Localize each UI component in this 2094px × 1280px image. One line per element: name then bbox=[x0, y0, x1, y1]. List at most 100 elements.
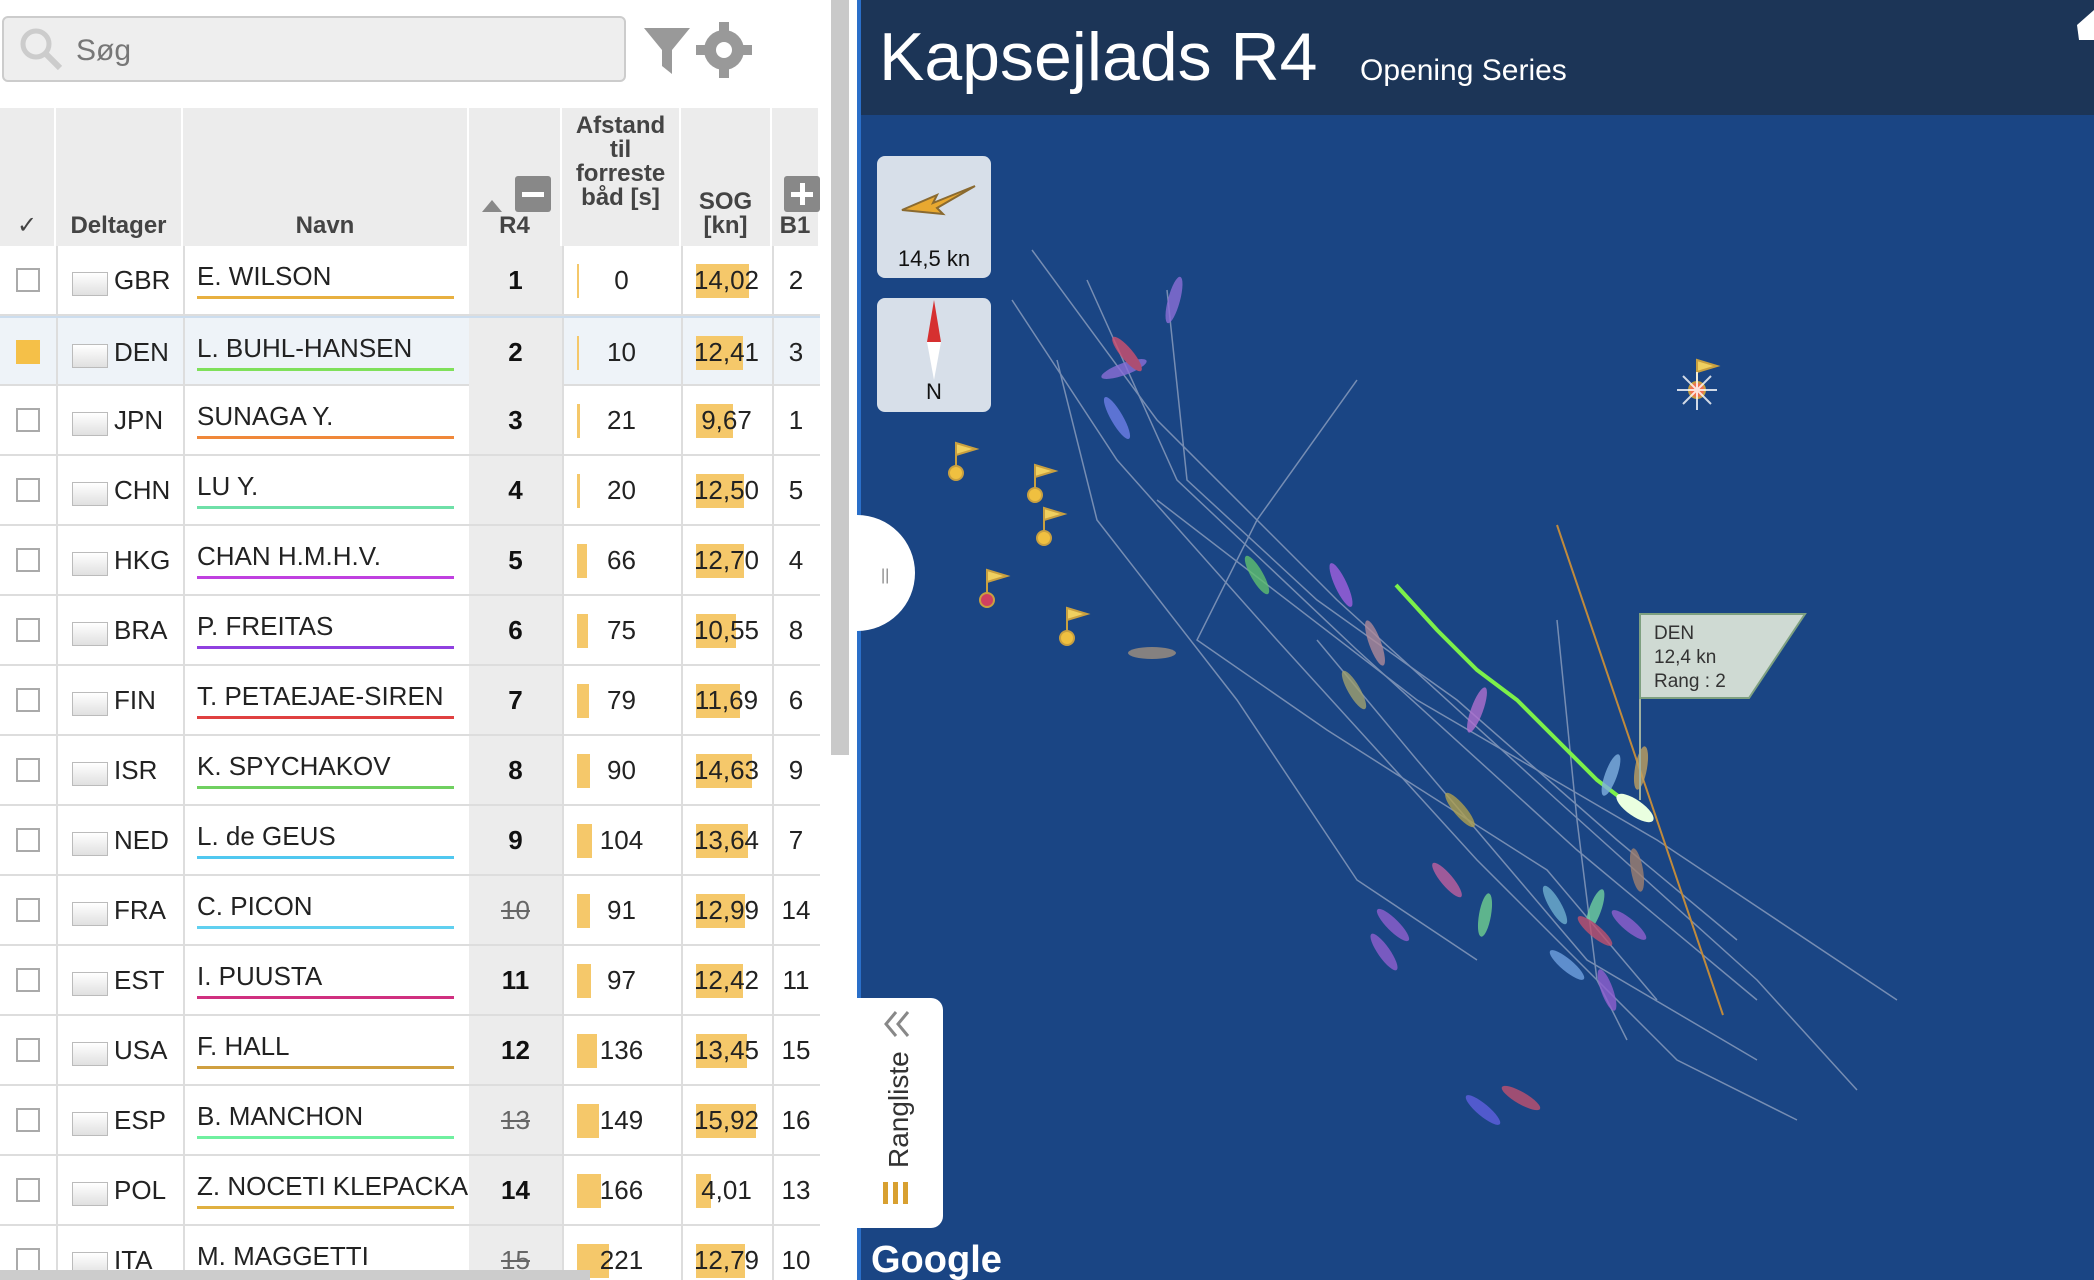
column-divider bbox=[562, 1156, 564, 1224]
h-scrollbar[interactable] bbox=[0, 1270, 590, 1280]
table-row[interactable]: ISR K. SPYCHAKOV 8 90 14,63 9 bbox=[0, 736, 820, 806]
column-divider bbox=[772, 946, 774, 1014]
scrollbar[interactable] bbox=[831, 0, 849, 755]
checkbox[interactable] bbox=[16, 478, 40, 502]
sailor-name: P. FREITAS bbox=[197, 610, 334, 641]
column-divider bbox=[183, 246, 185, 314]
search-box[interactable]: Søg bbox=[2, 16, 626, 82]
column-divider bbox=[772, 1086, 774, 1154]
sailor-color bbox=[197, 1206, 454, 1209]
table-row[interactable]: HKG CHAN H.M.H.V. 5 66 12,70 4 bbox=[0, 526, 820, 596]
table-row[interactable]: NED L. de GEUS 9 104 13,64 7 bbox=[0, 806, 820, 876]
column-divider bbox=[681, 736, 683, 804]
sog-value: 10,55 bbox=[693, 614, 760, 645]
flag bbox=[72, 692, 108, 716]
sog-bar bbox=[696, 894, 746, 928]
race-rank: 12 bbox=[469, 1016, 562, 1084]
sailor-name: L. de GEUS bbox=[197, 820, 336, 851]
checkbox[interactable] bbox=[16, 1248, 40, 1272]
sailor-name: LU Y. bbox=[197, 470, 259, 501]
race-rank: 7 bbox=[469, 666, 562, 734]
tooltip-country: DEN bbox=[1654, 623, 1694, 644]
distance-value: 21 bbox=[607, 404, 636, 435]
checkbox[interactable] bbox=[16, 1108, 40, 1132]
table-row[interactable]: ITA M. MAGGETTI 15 221 12,79 10 bbox=[0, 1226, 820, 1280]
distance-bar bbox=[577, 614, 589, 648]
ranking-tab-label: Rangliste bbox=[883, 1051, 914, 1168]
tooltip-rank: Rang : 2 bbox=[1654, 671, 1726, 692]
sailor-name: M. MAGGETTI bbox=[197, 1240, 369, 1271]
table-row[interactable]: ESP B. MANCHON 13 149 15,92 16 bbox=[0, 1086, 820, 1156]
column-divider bbox=[562, 1016, 564, 1084]
flag bbox=[72, 972, 108, 996]
panel-toggle[interactable] bbox=[857, 515, 915, 631]
sog-value: 12,79 bbox=[693, 1244, 760, 1275]
sailor-name: SUNAGA Y. bbox=[197, 400, 334, 431]
sort-arrow bbox=[482, 200, 502, 212]
column-divider bbox=[772, 1226, 774, 1280]
distance-value: 97 bbox=[607, 964, 636, 995]
country-code: FIN bbox=[114, 684, 156, 715]
distance-value: 90 bbox=[607, 754, 636, 785]
b1-rank: 13 bbox=[781, 1174, 811, 1205]
distance-bar bbox=[577, 964, 592, 998]
column-divider bbox=[183, 806, 185, 874]
ranking-tab[interactable]: Rangliste bbox=[857, 998, 943, 1228]
table-row[interactable]: JPN SUNAGA Y. 3 21 9,67 1 bbox=[0, 386, 820, 456]
checkbox[interactable] bbox=[16, 758, 40, 782]
flag bbox=[72, 482, 108, 506]
sailor-color bbox=[197, 1136, 454, 1139]
column-divider bbox=[681, 876, 683, 944]
checkbox[interactable] bbox=[16, 898, 40, 922]
sog-value: 12,42 bbox=[693, 964, 760, 995]
checkbox[interactable] bbox=[16, 1038, 40, 1062]
sog-value: 13,64 bbox=[693, 824, 760, 855]
race-rank: 6 bbox=[469, 596, 562, 664]
table-row[interactable]: EST I. PUUSTA 11 97 12,42 11 bbox=[0, 946, 820, 1016]
checkbox[interactable] bbox=[16, 548, 40, 572]
column-divider bbox=[772, 386, 774, 454]
sailor-color bbox=[197, 926, 454, 929]
table-row[interactable]: USA F. HALL 12 136 13,45 15 bbox=[0, 1016, 820, 1086]
distance-bar bbox=[577, 404, 581, 438]
column-divider bbox=[681, 806, 683, 874]
checkbox[interactable] bbox=[16, 340, 40, 364]
flag bbox=[72, 832, 108, 856]
sailor-name: B. MANCHON bbox=[197, 1100, 364, 1131]
table-row[interactable]: POL Z. NOCETI KLEPACKA 14 166 4,01 13 bbox=[0, 1156, 820, 1226]
checkbox[interactable] bbox=[16, 828, 40, 852]
column-divider bbox=[562, 806, 564, 874]
race-rank: 10 bbox=[469, 876, 562, 944]
sailor-color bbox=[197, 506, 454, 509]
sog-bar bbox=[696, 404, 733, 438]
sog-value: 11,69 bbox=[694, 684, 759, 715]
column-divider bbox=[56, 946, 58, 1014]
distance-value: 221 bbox=[599, 1244, 644, 1275]
table-row[interactable]: GBR E. WILSON 1 0 14,02 2 bbox=[0, 246, 820, 316]
home-icon[interactable] bbox=[2077, 10, 2094, 40]
flag bbox=[72, 344, 108, 368]
country-code: CHN bbox=[114, 474, 171, 505]
checkbox[interactable] bbox=[16, 408, 40, 432]
country-code: DEN bbox=[114, 336, 169, 367]
country-code: JPN bbox=[114, 404, 164, 435]
checkbox[interactable] bbox=[16, 1178, 40, 1202]
checkbox[interactable] bbox=[16, 688, 40, 712]
table-row[interactable]: DEN L. BUHL-HANSEN 2 10 12,41 3 bbox=[0, 316, 820, 386]
table-row[interactable]: BRA P. FREITAS 6 75 10,55 8 bbox=[0, 596, 820, 666]
table-row[interactable]: CHN LU Y. 4 20 12,50 5 bbox=[0, 456, 820, 526]
checkbox[interactable] bbox=[16, 268, 40, 292]
table-row[interactable]: FIN T. PETAEJAE-SIREN 7 79 11,69 6 bbox=[0, 666, 820, 736]
leaderboard-panel: Søg ✓ Deltager Navn R4 Afstand til forreste … bbox=[0, 0, 857, 1280]
distance-bar bbox=[577, 1104, 599, 1138]
checkbox[interactable] bbox=[16, 968, 40, 992]
sog-value: 13,45 bbox=[693, 1034, 760, 1065]
settings-icon[interactable] bbox=[696, 22, 752, 78]
column-divider bbox=[183, 456, 185, 524]
column-divider bbox=[681, 1086, 683, 1154]
table-row[interactable]: FRA C. PICON 10 91 12,99 14 bbox=[0, 876, 820, 946]
tooltip-speed: 12,4 kn bbox=[1654, 647, 1716, 668]
checkbox[interactable] bbox=[16, 618, 40, 642]
filter-icon[interactable] bbox=[644, 28, 690, 74]
